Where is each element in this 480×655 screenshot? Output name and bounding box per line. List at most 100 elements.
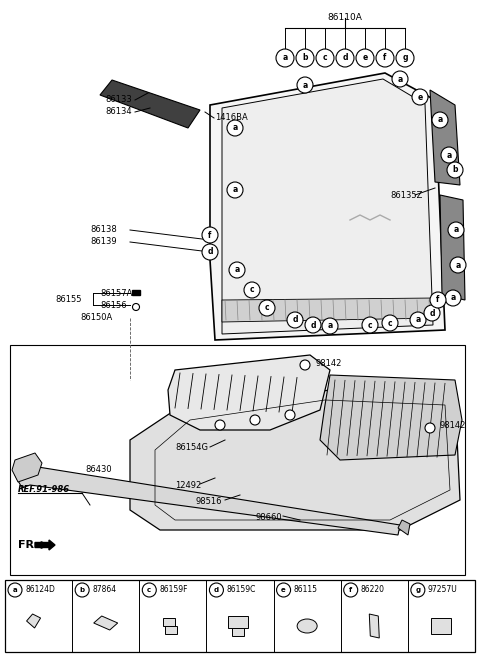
Circle shape — [202, 227, 218, 243]
FancyArrow shape — [35, 540, 55, 550]
Text: 86150A: 86150A — [80, 314, 112, 322]
Text: e: e — [362, 54, 368, 62]
Text: 1416BA: 1416BA — [215, 113, 248, 122]
Text: e: e — [418, 92, 422, 102]
Text: d: d — [310, 320, 316, 329]
Circle shape — [244, 282, 260, 298]
Text: a: a — [232, 185, 238, 195]
Circle shape — [376, 49, 394, 67]
Text: a: a — [327, 322, 333, 331]
Text: c: c — [264, 303, 269, 312]
Circle shape — [344, 583, 358, 597]
Text: d: d — [342, 54, 348, 62]
Text: d: d — [292, 316, 298, 324]
Text: a: a — [397, 75, 403, 83]
Text: 98142: 98142 — [315, 358, 341, 367]
Text: 86156: 86156 — [100, 301, 127, 310]
Polygon shape — [232, 628, 244, 636]
Circle shape — [229, 262, 245, 278]
Text: g: g — [402, 54, 408, 62]
Circle shape — [424, 305, 440, 321]
Circle shape — [322, 318, 338, 334]
Polygon shape — [130, 390, 460, 530]
Bar — [10, 345, 465, 575]
Circle shape — [8, 583, 22, 597]
Text: 86154G: 86154G — [175, 443, 208, 451]
Text: a: a — [232, 124, 238, 132]
Text: a: a — [456, 261, 461, 269]
Text: d: d — [429, 309, 435, 318]
Polygon shape — [228, 616, 248, 628]
Text: 86110A: 86110A — [327, 14, 362, 22]
Text: 86139: 86139 — [90, 238, 117, 246]
Circle shape — [287, 312, 303, 328]
Text: a: a — [415, 316, 420, 324]
Circle shape — [276, 583, 290, 597]
Text: 86159F: 86159F — [159, 586, 188, 595]
Text: c: c — [368, 320, 372, 329]
Circle shape — [411, 583, 425, 597]
Circle shape — [445, 290, 461, 306]
Circle shape — [297, 77, 313, 93]
Circle shape — [356, 49, 374, 67]
Circle shape — [285, 410, 295, 420]
Text: 86133: 86133 — [105, 96, 132, 105]
Circle shape — [75, 583, 89, 597]
Text: b: b — [80, 587, 84, 593]
Text: f: f — [384, 54, 387, 62]
Circle shape — [215, 420, 225, 430]
Text: g: g — [415, 587, 420, 593]
Bar — [132, 290, 140, 295]
Text: 86134: 86134 — [105, 107, 132, 117]
Text: 86430: 86430 — [85, 466, 112, 474]
Text: d: d — [214, 587, 219, 593]
Circle shape — [336, 49, 354, 67]
Polygon shape — [210, 73, 445, 340]
Text: 86138: 86138 — [90, 225, 117, 234]
Circle shape — [250, 415, 260, 425]
Polygon shape — [222, 79, 433, 334]
Text: 86124D: 86124D — [25, 586, 55, 595]
Circle shape — [362, 317, 378, 333]
Polygon shape — [165, 626, 177, 634]
Polygon shape — [432, 618, 451, 634]
Polygon shape — [26, 614, 41, 628]
Circle shape — [430, 292, 446, 308]
Polygon shape — [168, 355, 330, 430]
Text: 98142: 98142 — [440, 421, 467, 430]
Circle shape — [305, 317, 321, 333]
Text: a: a — [454, 225, 458, 234]
Circle shape — [227, 182, 243, 198]
Text: a: a — [234, 265, 240, 274]
Polygon shape — [320, 375, 462, 460]
Text: 86115: 86115 — [294, 586, 318, 595]
Polygon shape — [15, 465, 400, 535]
Circle shape — [259, 300, 275, 316]
Polygon shape — [430, 90, 460, 185]
Circle shape — [202, 244, 218, 260]
Text: 86155: 86155 — [55, 295, 82, 305]
Circle shape — [432, 112, 448, 128]
Polygon shape — [398, 520, 410, 535]
Circle shape — [142, 583, 156, 597]
Text: c: c — [147, 587, 151, 593]
Circle shape — [410, 312, 426, 328]
Circle shape — [296, 49, 314, 67]
Text: 86157A: 86157A — [100, 288, 132, 297]
Text: 98516: 98516 — [195, 498, 221, 506]
Ellipse shape — [297, 619, 317, 633]
Text: a: a — [12, 587, 17, 593]
Bar — [5, 580, 475, 652]
Text: 86135Z: 86135Z — [390, 191, 422, 200]
Text: b: b — [302, 54, 308, 62]
Text: 98660: 98660 — [255, 514, 282, 523]
Circle shape — [227, 120, 243, 136]
Circle shape — [447, 162, 463, 178]
Polygon shape — [440, 195, 465, 300]
Text: c: c — [250, 286, 254, 295]
Circle shape — [316, 49, 334, 67]
Text: f: f — [208, 231, 212, 240]
Text: c: c — [388, 318, 392, 328]
Text: 97257U: 97257U — [428, 586, 457, 595]
Text: a: a — [302, 81, 308, 90]
